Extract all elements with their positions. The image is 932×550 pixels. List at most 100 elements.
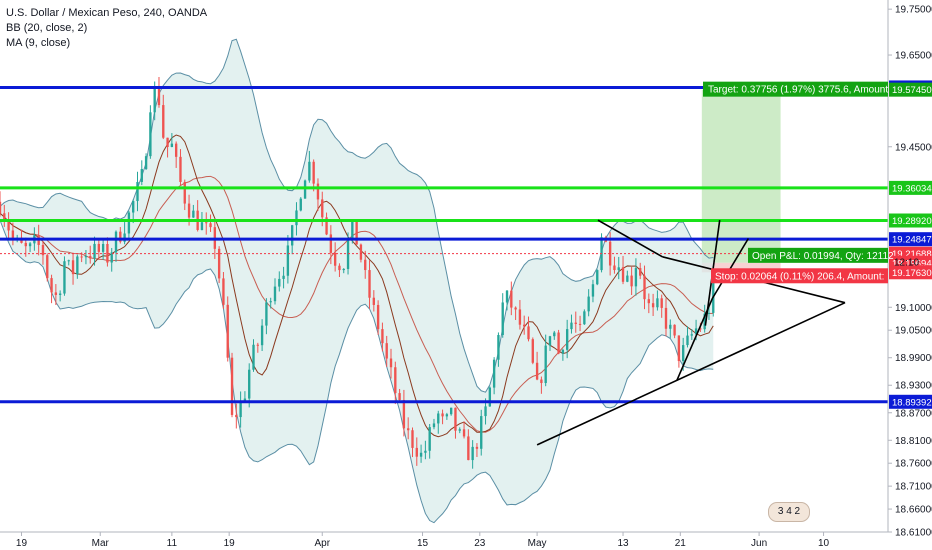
candle-body: [364, 259, 367, 271]
time-tick-label: 10: [818, 538, 830, 549]
candle-body: [669, 324, 672, 329]
time-tick-label: Jun: [751, 538, 767, 549]
level-price-tag: 19.24847: [892, 235, 932, 246]
candle-body: [359, 244, 363, 260]
candle-body: [518, 309, 522, 325]
candle-body: [656, 298, 659, 308]
candle-body: [454, 407, 457, 431]
candle-body: [565, 329, 569, 350]
time-tick-label: May: [528, 538, 547, 549]
candle-body: [557, 332, 560, 354]
price-tick-label: 18.81000: [895, 436, 932, 447]
price-tick-label: 19.65000: [895, 51, 932, 62]
candle-body: [523, 324, 526, 327]
time-tick-label: Mar: [92, 538, 110, 549]
candle-body: [89, 256, 92, 259]
price-tick-label: 19.75000: [895, 5, 932, 16]
candle-body: [505, 290, 509, 303]
candle-body: [664, 307, 668, 329]
price-tag: 19.17630: [892, 268, 932, 279]
stop-zone: [701, 262, 781, 273]
symbol-title[interactable]: U.S. Dollar / Mexican Peso, 240, OANDA: [6, 7, 208, 19]
candle-body: [497, 335, 500, 360]
candle-body: [321, 199, 324, 218]
candle-body: [694, 328, 698, 335]
candle-body: [617, 267, 620, 271]
stop-label: Stop: 0.02064 (0.11%) 206.4, Amount:: [715, 271, 884, 282]
price-tag: 19.57450: [892, 85, 932, 96]
candle-body: [226, 304, 229, 358]
candle-body: [527, 326, 530, 340]
candle-body: [355, 220, 358, 245]
candle-body: [651, 303, 655, 308]
candle-body: [192, 210, 195, 218]
candle-body: [114, 231, 118, 253]
candle-body: [475, 446, 479, 449]
candle-body: [570, 322, 573, 330]
candle-body: [621, 267, 625, 282]
bollinger-upper-band: [0, 38, 714, 393]
time-tick-label: 23: [474, 538, 486, 549]
candle-body: [11, 230, 15, 238]
candle-body: [368, 270, 371, 298]
candle-body: [230, 357, 234, 415]
target-zone: [701, 89, 781, 263]
candle-body: [553, 332, 556, 337]
candle-body: [28, 243, 32, 247]
candle-body: [626, 275, 629, 282]
candle-body: [127, 212, 131, 234]
price-tick-label: 19.45000: [895, 142, 932, 153]
target-label: Target: 0.37756 (1.97%) 3775.6, Amount: [708, 85, 888, 96]
candle-body: [385, 343, 388, 359]
candle-body: [243, 398, 247, 402]
moving-average-line: [0, 134, 714, 438]
level-price-tag-bg: [889, 232, 932, 247]
candle-body: [299, 198, 302, 211]
candle-body: [514, 307, 517, 310]
candle-body: [351, 220, 354, 239]
trend-line: [597, 219, 663, 258]
candle-body: [205, 222, 208, 224]
candle-body: [329, 234, 333, 253]
time-tick-label: 19: [224, 538, 236, 549]
candle-body: [84, 256, 88, 258]
candle-body: [544, 345, 547, 384]
candle-body: [76, 256, 79, 275]
price-tick-label: 18.71000: [895, 482, 932, 493]
level-price-tag-bg: [889, 180, 932, 195]
candle-body: [290, 225, 294, 246]
candle-body: [660, 298, 663, 308]
candle-body: [531, 339, 534, 363]
price-tick-label: 18.99000: [895, 353, 932, 364]
candle-body: [235, 414, 238, 418]
price-tick-label: 19.05000: [895, 326, 932, 337]
time-tick-label: 11: [167, 538, 178, 549]
candle-body: [407, 428, 410, 431]
moving-average-indicator-label[interactable]: MA (9, close): [6, 37, 71, 49]
candle-body: [41, 244, 45, 256]
candle-body: [153, 87, 156, 113]
candle-body: [535, 362, 539, 380]
candle-body: [432, 423, 436, 428]
candle-body: [71, 260, 75, 275]
candle-body: [256, 344, 259, 346]
economic-events-badge[interactable]: 3 4 2: [768, 502, 810, 522]
candle-body: [54, 292, 58, 295]
candle-body: [209, 223, 212, 228]
candle-body: [703, 313, 706, 330]
candle-body: [282, 275, 285, 279]
candle-body: [415, 447, 418, 457]
price-tick-label: 19.10000: [895, 303, 932, 314]
candle-body: [707, 312, 711, 314]
candle-body: [437, 413, 440, 424]
candle-body: [144, 156, 148, 170]
candle-body: [252, 344, 255, 370]
bollinger-bands-indicator-label[interactable]: BB (20, close, 2): [6, 22, 88, 34]
candle-body: [381, 329, 384, 344]
candle-body: [462, 429, 466, 437]
candle-body: [540, 379, 543, 384]
candle-body: [58, 293, 62, 295]
candle-body: [239, 401, 242, 418]
price-tick-label: 18.93000: [895, 381, 932, 392]
